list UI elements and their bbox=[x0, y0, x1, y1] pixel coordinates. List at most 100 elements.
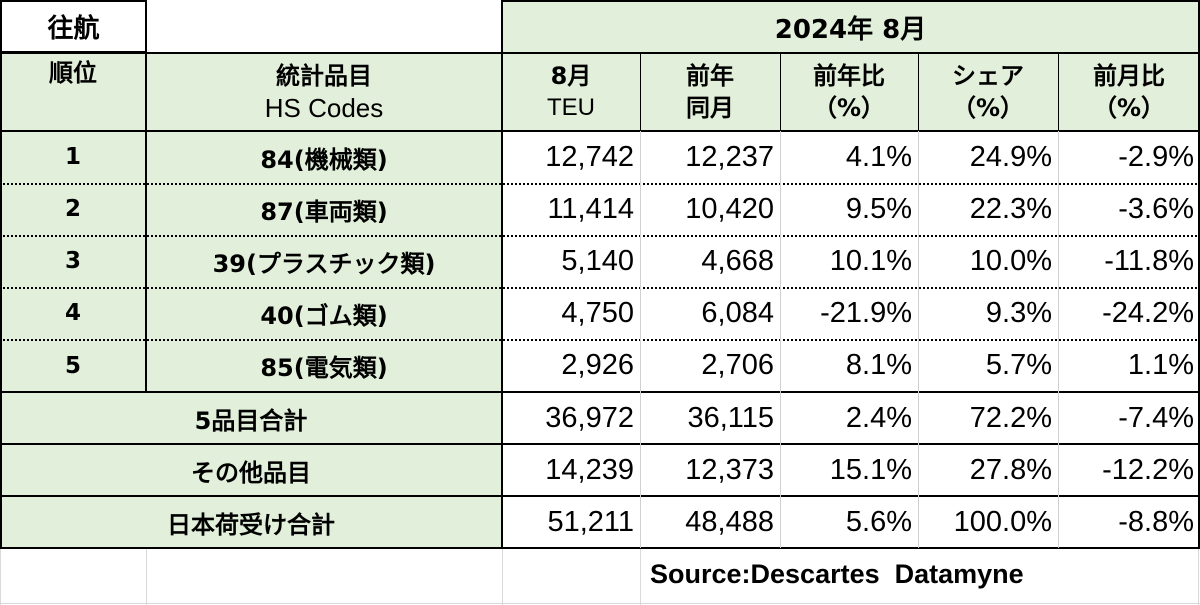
yoy-value: 8.1% bbox=[845, 349, 912, 381]
direction-label-cell[interactable]: 往航 bbox=[0, 0, 147, 53]
period-label: 2024年 8月 bbox=[774, 15, 927, 45]
rank-cell[interactable]: 3 bbox=[0, 235, 146, 287]
rank-value: 5 bbox=[64, 352, 81, 379]
direction-label: 往航 bbox=[47, 14, 100, 44]
header-prev[interactable]: 前年 同月 bbox=[640, 53, 780, 131]
yoy-cell[interactable]: 8.1% bbox=[780, 339, 918, 392]
header-share[interactable]: シェア （%） bbox=[918, 53, 1058, 131]
rank-value: 4 bbox=[64, 300, 81, 326]
period-header-cell[interactable]: 2024年 8月 bbox=[501, 0, 1200, 53]
header-mom-line1: 前月比 bbox=[1093, 62, 1165, 90]
header-yoy-line2: （%） bbox=[812, 94, 886, 122]
rank-cell[interactable]: 4 bbox=[0, 287, 146, 339]
share-cell[interactable]: 100.0% bbox=[918, 496, 1058, 548]
yoy-cell[interactable]: 15.1% bbox=[780, 444, 918, 496]
source-cell[interactable]: Source:Descartes Datamyne bbox=[640, 548, 1200, 600]
mom-cell[interactable]: -7.4% bbox=[1058, 392, 1200, 444]
total-label-cell[interactable]: 日本荷受け合計 bbox=[0, 496, 502, 548]
yoy-value: 4.1% bbox=[845, 140, 912, 173]
prev-value: 48,488 bbox=[685, 505, 774, 538]
teu-cell[interactable]: 5,140 bbox=[502, 235, 640, 287]
yoy-cell[interactable]: -21.9% bbox=[780, 287, 918, 339]
yoy-cell[interactable]: 4.1% bbox=[780, 131, 918, 183]
mom-value: -11.8% bbox=[1104, 244, 1194, 277]
yoy-value: -21.9% bbox=[820, 296, 912, 329]
prev-cell[interactable]: 12,373 bbox=[640, 444, 780, 496]
teu-value: 2,926 bbox=[561, 349, 634, 381]
share-cell[interactable]: 24.9% bbox=[918, 131, 1058, 183]
prev-cell[interactable]: 2,706 bbox=[640, 339, 780, 392]
mom-cell[interactable]: 1.1% bbox=[1058, 339, 1200, 392]
item-cell[interactable]: 40(ゴム類) bbox=[146, 287, 502, 339]
total-label: 日本荷受け合計 bbox=[167, 510, 335, 539]
share-cell[interactable]: 5.7% bbox=[918, 339, 1058, 392]
teu-cell[interactable]: 12,742 bbox=[502, 131, 640, 183]
share-cell[interactable]: 10.0% bbox=[918, 235, 1058, 287]
teu-cell[interactable]: 14,239 bbox=[502, 444, 640, 496]
prev-cell[interactable]: 36,115 bbox=[640, 392, 780, 444]
yoy-cell[interactable]: 10.1% bbox=[780, 235, 918, 287]
item-cell[interactable]: 85(電気類) bbox=[146, 339, 502, 392]
header-yoy[interactable]: 前年比 （%） bbox=[780, 53, 918, 131]
prev-value: 36,115 bbox=[687, 401, 774, 434]
item-label: 87(車両類) bbox=[260, 197, 388, 226]
prev-value: 2,706 bbox=[701, 349, 774, 381]
total-label: 5品目合計 bbox=[194, 406, 308, 435]
rank-value: 2 bbox=[64, 196, 81, 222]
mom-cell[interactable]: -12.2% bbox=[1058, 444, 1200, 496]
rank-cell[interactable]: 2 bbox=[0, 183, 146, 235]
teu-cell[interactable]: 4,750 bbox=[502, 287, 640, 339]
header-mom[interactable]: 前月比 （%） bbox=[1058, 53, 1200, 131]
prev-value: 6,084 bbox=[701, 296, 774, 329]
mom-cell[interactable]: -2.9% bbox=[1058, 131, 1200, 183]
share-value: 100.0% bbox=[953, 505, 1052, 538]
rank-cell[interactable]: 1 bbox=[0, 131, 146, 183]
teu-value: 4,750 bbox=[561, 296, 634, 329]
share-value: 24.9% bbox=[969, 140, 1052, 173]
teu-value: 5,140 bbox=[561, 244, 634, 277]
prev-cell[interactable]: 10,420 bbox=[640, 183, 780, 235]
header-share-line1: シェア bbox=[952, 62, 1024, 90]
share-cell[interactable]: 72.2% bbox=[918, 392, 1058, 444]
item-cell[interactable]: 84(機械類) bbox=[146, 131, 502, 183]
mom-cell[interactable]: -24.2% bbox=[1058, 287, 1200, 339]
teu-cell[interactable]: 51,211 bbox=[502, 496, 640, 548]
rank-cell[interactable]: 5 bbox=[0, 339, 146, 392]
teu-cell[interactable]: 2,926 bbox=[502, 339, 640, 392]
yoy-cell[interactable]: 5.6% bbox=[780, 496, 918, 548]
yoy-value: 5.6% bbox=[845, 505, 912, 538]
prev-cell[interactable]: 4,668 bbox=[640, 235, 780, 287]
prev-value: 10,420 bbox=[685, 192, 774, 225]
prev-cell[interactable]: 48,488 bbox=[640, 496, 780, 548]
total-label-cell[interactable]: 5品目合計 bbox=[0, 392, 502, 444]
teu-cell[interactable]: 36,972 bbox=[502, 392, 640, 444]
source-note: Source:Descartes Datamyne bbox=[650, 558, 1024, 589]
prev-value: 4,668 bbox=[701, 244, 774, 277]
share-cell[interactable]: 22.3% bbox=[918, 183, 1058, 235]
share-value: 9.3% bbox=[985, 296, 1052, 329]
yoy-value: 15.1% bbox=[829, 453, 912, 486]
share-cell[interactable]: 27.8% bbox=[918, 444, 1058, 496]
teu-value: 11,414 bbox=[547, 192, 634, 225]
mom-value: -12.2% bbox=[1102, 453, 1194, 486]
item-cell[interactable]: 39(プラスチック類) bbox=[146, 235, 502, 287]
prev-cell[interactable]: 6,084 bbox=[640, 287, 780, 339]
total-label-cell[interactable]: その他品目 bbox=[0, 444, 502, 496]
header-item[interactable]: 統計品目 HS Codes bbox=[146, 53, 502, 131]
share-value: 10.0% bbox=[969, 244, 1052, 277]
header-rank[interactable]: 順位 bbox=[0, 53, 146, 131]
mom-cell[interactable]: -3.6% bbox=[1058, 183, 1200, 235]
yoy-cell[interactable]: 2.4% bbox=[780, 392, 918, 444]
share-cell[interactable]: 9.3% bbox=[918, 287, 1058, 339]
header-prev-line1: 前年 bbox=[686, 62, 734, 90]
prev-cell[interactable]: 12,237 bbox=[640, 131, 780, 183]
mom-cell[interactable]: -8.8% bbox=[1058, 496, 1200, 548]
teu-value: 51,211 bbox=[547, 505, 634, 538]
header-mom-line2: （%） bbox=[1092, 94, 1166, 122]
yoy-cell[interactable]: 9.5% bbox=[780, 183, 918, 235]
prev-value: 12,373 bbox=[685, 453, 774, 486]
mom-cell[interactable]: -11.8% bbox=[1058, 235, 1200, 287]
header-teu[interactable]: 8月 TEU bbox=[502, 53, 640, 131]
teu-cell[interactable]: 11,414 bbox=[502, 183, 640, 235]
item-cell[interactable]: 87(車両類) bbox=[146, 183, 502, 235]
